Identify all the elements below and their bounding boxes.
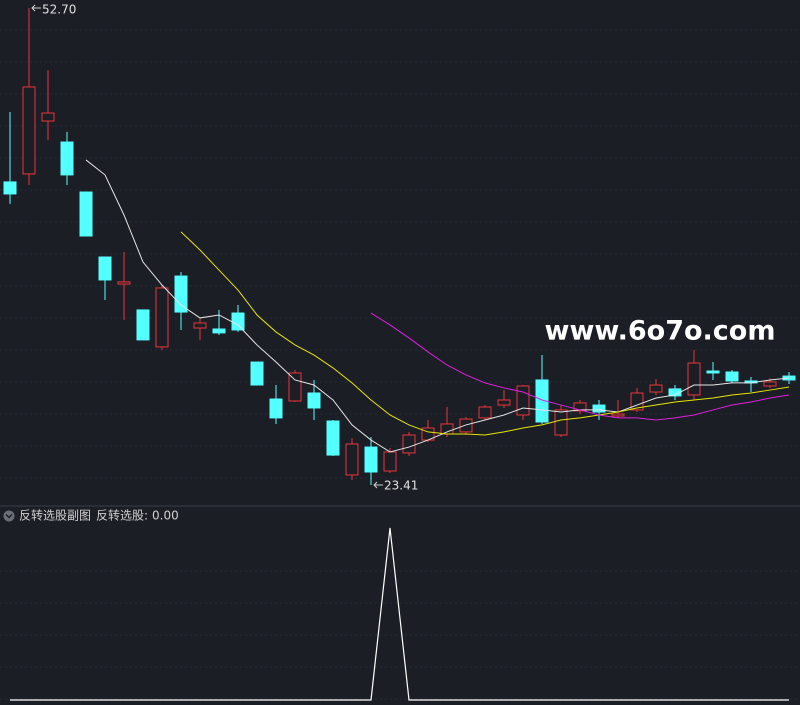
candle-body bbox=[345, 443, 359, 476]
moving-average-line bbox=[370, 312, 790, 421]
candle-body bbox=[592, 404, 606, 413]
indicator-name: 反转选股: bbox=[96, 508, 148, 523]
candle-body bbox=[155, 287, 169, 348]
candle-body bbox=[459, 418, 473, 433]
indicator-line bbox=[10, 527, 789, 701]
candle-body bbox=[440, 423, 454, 435]
candle-body bbox=[22, 86, 36, 175]
candle-body bbox=[402, 434, 416, 454]
collapse-icon[interactable] bbox=[3, 510, 15, 522]
watermark: www.6o7o.com bbox=[545, 316, 776, 347]
sub-chart-title: 反转选股副图 bbox=[19, 508, 91, 523]
candle-body bbox=[725, 371, 739, 382]
candle-body bbox=[288, 372, 302, 402]
candle-body bbox=[763, 381, 777, 387]
candle-body bbox=[535, 379, 549, 423]
extreme-arrow bbox=[31, 4, 41, 12]
candle-body bbox=[250, 361, 264, 386]
candle-body bbox=[364, 446, 378, 473]
candle-body bbox=[60, 141, 74, 176]
candle-body bbox=[193, 322, 207, 329]
candle-body bbox=[497, 399, 511, 406]
candle-body bbox=[611, 413, 625, 417]
extreme-label: 23.41 bbox=[384, 479, 418, 493]
candle-body bbox=[706, 370, 720, 374]
candle-body bbox=[174, 275, 188, 313]
candle-body bbox=[478, 406, 492, 419]
candle-body bbox=[649, 384, 663, 393]
candle-body bbox=[41, 112, 55, 122]
candle-body bbox=[212, 328, 226, 334]
candle-body bbox=[117, 281, 131, 285]
sub-chart-header: 反转选股副图 反转选股: 0.00 bbox=[3, 508, 179, 523]
candle-body bbox=[136, 309, 150, 341]
candle-body bbox=[3, 181, 17, 195]
candle-body bbox=[307, 392, 321, 409]
candle-body bbox=[554, 409, 568, 436]
extreme-label: 52.70 bbox=[42, 2, 76, 16]
candle-body bbox=[231, 312, 245, 331]
moving-average-line bbox=[180, 231, 790, 436]
collapse-chevron bbox=[5, 514, 13, 519]
grid bbox=[0, 29, 800, 700]
candle-body bbox=[326, 420, 340, 456]
candle-body bbox=[98, 256, 112, 281]
candle-body bbox=[516, 385, 530, 416]
candle-body bbox=[668, 388, 682, 397]
candle-body bbox=[79, 191, 93, 237]
candle-body bbox=[269, 398, 283, 419]
candle-body bbox=[573, 402, 587, 412]
candle-body bbox=[383, 451, 397, 472]
candle-body bbox=[687, 362, 701, 396]
extreme-arrow bbox=[373, 481, 383, 489]
indicator-value: 0.00 bbox=[152, 509, 179, 523]
moving-average-line bbox=[85, 159, 790, 453]
